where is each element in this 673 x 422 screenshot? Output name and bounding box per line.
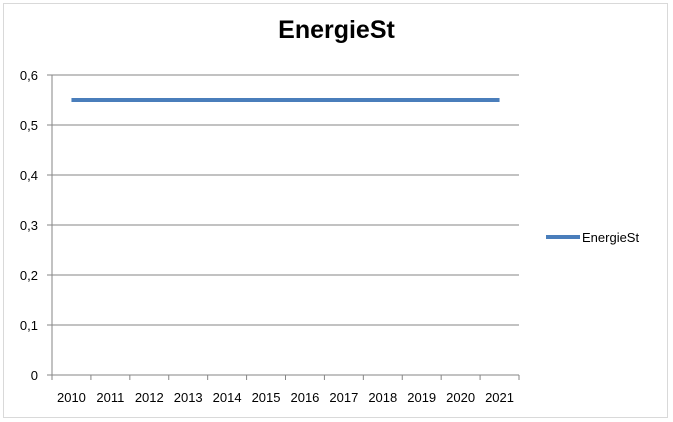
data-point [420, 98, 424, 102]
data-point [69, 98, 73, 102]
chart-title: EnergieSt [278, 16, 395, 44]
y-tick-label: 0,3 [20, 218, 38, 233]
y-tick-label: 0,5 [20, 118, 38, 133]
x-tick-label: 2018 [368, 390, 397, 405]
x-tick-label: 2010 [57, 390, 86, 405]
legend-label: EnergieSt [582, 230, 639, 245]
data-point [147, 98, 151, 102]
axes: 0 0,1 0,2 0,3 0,4 0,5 0,6 2010 2011 2012 2013 2014 2… [20, 68, 520, 405]
data-point [264, 98, 268, 102]
gridlines [52, 74, 519, 326]
x-tick-label: 2019 [407, 390, 436, 405]
chart-frame [3, 3, 668, 418]
data-point [459, 98, 463, 102]
data-point [186, 98, 190, 102]
x-tick-label: 2015 [252, 390, 281, 405]
series-layer [69, 98, 502, 102]
y-tick-label: 0 [31, 368, 38, 383]
x-tick-label: 2017 [329, 390, 358, 405]
x-tick-label: 2020 [446, 390, 475, 405]
x-tick-label: 2013 [174, 390, 203, 405]
y-tick-label: 0,2 [20, 268, 38, 283]
data-point [498, 98, 502, 102]
data-point [225, 98, 229, 102]
data-point [303, 98, 307, 102]
y-tick-label: 0,6 [20, 68, 38, 83]
y-tick-label: 0,1 [20, 318, 38, 333]
x-tick-label: 2016 [290, 390, 319, 405]
legend: EnergieSt [546, 230, 639, 245]
x-tick-label: 2012 [135, 390, 164, 405]
x-tick-label: 2011 [96, 390, 124, 405]
y-tick-label: 0,4 [20, 168, 38, 183]
x-tick-label: 2014 [213, 390, 242, 405]
data-point [342, 98, 346, 102]
data-point [108, 98, 112, 102]
data-point [381, 98, 385, 102]
x-tick-label: 2021 [485, 390, 514, 405]
